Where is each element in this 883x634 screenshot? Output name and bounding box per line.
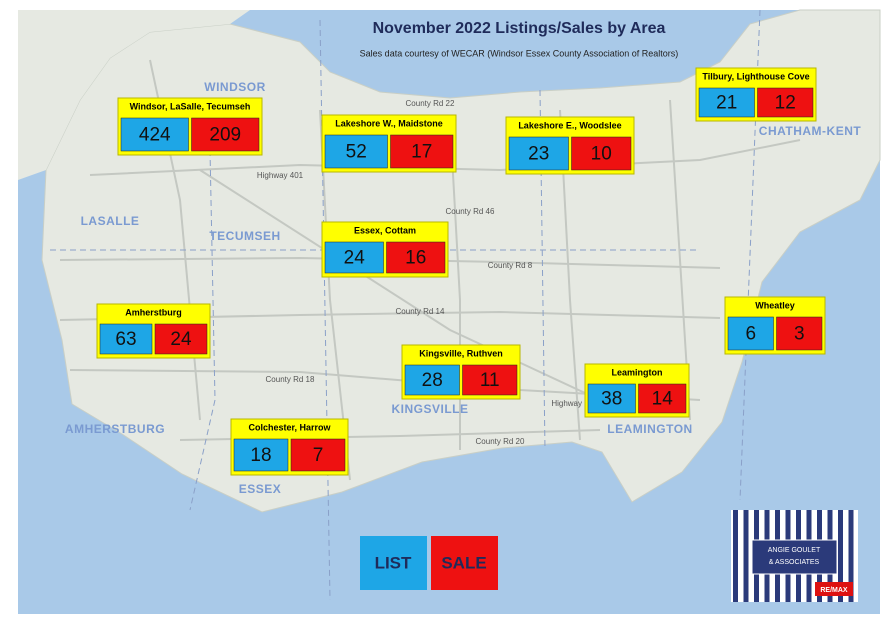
sale-count: 16 xyxy=(405,248,426,269)
road-label: County Rd 22 xyxy=(406,99,455,108)
road-label: Highway 3 xyxy=(551,399,589,408)
area-name: Lakeshore W., Maidstone xyxy=(335,118,443,128)
place-label: LEAMINGTON xyxy=(607,422,692,436)
place-label: AMHERSTBURG xyxy=(65,422,165,436)
sale-count: 24 xyxy=(170,329,192,350)
sale-count: 11 xyxy=(480,370,500,391)
area-box: Lakeshore E., Woodslee 23 10 xyxy=(505,116,635,175)
logo-line2: & ASSOCIATES xyxy=(769,559,820,566)
place-label: WINDSOR xyxy=(204,80,266,94)
legend-sale: SALE xyxy=(441,553,486,572)
logo-stripe xyxy=(743,510,749,602)
list-count: 63 xyxy=(115,329,136,350)
list-cell xyxy=(324,134,388,169)
sale-cell xyxy=(290,438,346,472)
sale-count: 209 xyxy=(209,125,241,146)
place-label: LASALLE xyxy=(81,214,140,228)
area-box: Wheatley 6 3 xyxy=(724,296,826,355)
sale-cell xyxy=(390,134,454,169)
sale-cell xyxy=(191,117,260,152)
area-name: Colchester, Harrow xyxy=(248,422,331,432)
list-cell xyxy=(727,316,774,351)
list-count: 424 xyxy=(139,125,171,146)
logo-stripe xyxy=(838,510,843,602)
sale-cell xyxy=(571,136,632,171)
sale-cell xyxy=(757,87,814,118)
list-count: 6 xyxy=(745,324,756,345)
sale-cell xyxy=(638,383,687,414)
legend-list-swatch xyxy=(360,536,427,590)
list-cell xyxy=(120,117,189,152)
logo-line1: ANGIE GOULET xyxy=(768,547,821,554)
list-cell xyxy=(324,241,384,274)
list-count: 28 xyxy=(422,370,443,391)
road-label: County Rd 20 xyxy=(476,437,525,446)
area-name: Kingsville, Ruthven xyxy=(419,348,503,358)
sale-count: 14 xyxy=(652,389,674,410)
list-count: 21 xyxy=(716,93,737,114)
logo: ANGIE GOULET & ASSOCIATES RE/MAX xyxy=(731,510,858,602)
area-name: Amherstburg xyxy=(125,307,182,317)
logo-stripe xyxy=(848,510,854,602)
place-label: TECUMSEH xyxy=(209,229,280,243)
logo-brand-bg xyxy=(815,582,853,596)
area-box: Kingsville, Ruthven 28 11 xyxy=(401,344,521,400)
list-count: 38 xyxy=(601,389,622,410)
area-box: Lakeshore W., Maidstone 52 17 xyxy=(321,114,457,173)
sale-cell xyxy=(776,316,823,351)
sale-count: 10 xyxy=(591,144,612,165)
road-label: County Rd 8 xyxy=(488,261,533,270)
land-north xyxy=(18,10,250,180)
legend-list: LIST xyxy=(375,553,412,572)
area-box: Colchester, Harrow 18 7 xyxy=(230,418,349,476)
list-cell xyxy=(587,383,636,414)
area-name: Tilbury, Lighthouse Cove xyxy=(702,71,809,81)
area-name: Wheatley xyxy=(755,300,795,310)
area-box: Essex, Cottam 24 16 xyxy=(321,221,449,278)
sale-cell xyxy=(154,323,208,355)
list-cell xyxy=(233,438,289,472)
sale-count: 3 xyxy=(794,324,805,345)
area-box: Tilbury, Lighthouse Cove 21 12 xyxy=(695,67,817,122)
area-name: Leamington xyxy=(612,367,663,377)
list-count: 18 xyxy=(250,445,271,466)
place-label: KINGSVILLE xyxy=(391,402,468,416)
place-label: ESSEX xyxy=(239,482,282,496)
list-count: 23 xyxy=(528,144,549,165)
legend-sale-swatch xyxy=(431,536,498,590)
sale-count: 12 xyxy=(775,93,796,114)
place-label: CHATHAM-KENT xyxy=(759,124,862,138)
logo-stripe xyxy=(733,510,738,602)
sale-count: 7 xyxy=(313,445,324,466)
list-cell xyxy=(698,87,755,118)
road-label: County Rd 46 xyxy=(446,207,495,216)
list-count: 52 xyxy=(346,142,367,163)
area-box: Amherstburg 63 24 xyxy=(96,303,211,359)
list-count: 24 xyxy=(344,248,366,269)
area-box: Leamington 38 14 xyxy=(584,363,690,418)
logo-brand: RE/MAX xyxy=(820,587,848,594)
list-cell xyxy=(99,323,153,355)
road-label: County Rd 14 xyxy=(396,307,445,316)
subtitle: Sales data courtesy of WECAR (Windsor Es… xyxy=(360,48,679,58)
sale-cell xyxy=(462,364,518,396)
area-box: Windsor, LaSalle, Tecumseh 424 209 xyxy=(117,97,263,156)
road-label: County Rd 18 xyxy=(266,375,315,384)
list-cell xyxy=(404,364,460,396)
road-label: Highway 401 xyxy=(257,171,304,180)
list-cell xyxy=(508,136,569,171)
logo-plate xyxy=(751,539,838,575)
sale-count: 17 xyxy=(411,142,432,163)
area-name: Essex, Cottam xyxy=(354,225,416,235)
area-name: Lakeshore E., Woodslee xyxy=(518,120,621,130)
area-name: Windsor, LaSalle, Tecumseh xyxy=(130,101,251,111)
title: November 2022 Listings/Sales by Area xyxy=(373,20,666,37)
sale-cell xyxy=(386,241,446,274)
